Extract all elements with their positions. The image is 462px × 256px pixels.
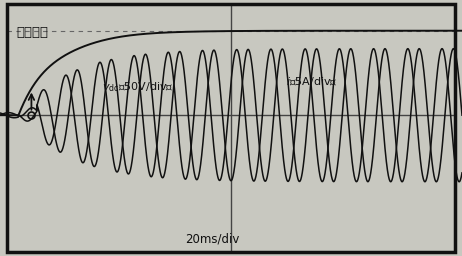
Text: 20ms/div: 20ms/div xyxy=(185,233,239,246)
Text: 启动时刻: 启动时刻 xyxy=(16,26,48,39)
Text: $v_{\rm dc}$（50V/div）: $v_{\rm dc}$（50V/div） xyxy=(102,80,173,94)
Text: $i$（5A/div）: $i$（5A/div） xyxy=(286,76,338,88)
